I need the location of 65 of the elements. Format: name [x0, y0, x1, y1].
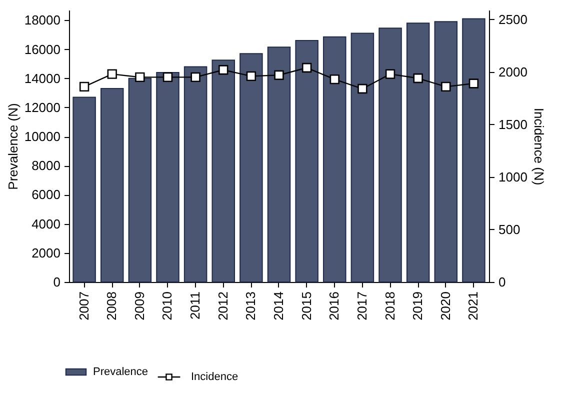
bar: [240, 53, 263, 282]
y-tick-label: 16000: [24, 42, 60, 57]
bar: [434, 21, 458, 282]
y2-tick-label: 1000: [498, 169, 528, 184]
point: [358, 84, 368, 94]
bar: [212, 60, 235, 282]
point: [135, 72, 145, 82]
legend-label: Incidence: [191, 371, 238, 383]
y-tick-label: 8000: [32, 158, 60, 174]
x-tick-label: 2017: [354, 292, 370, 320]
bar: [72, 96, 96, 282]
x-tick-label: 2021: [466, 292, 481, 320]
x-tick-label: 2019: [410, 292, 426, 320]
bar: [462, 18, 486, 282]
x-tick-label: 2011: [188, 292, 203, 320]
y2-tick-label: 2000: [498, 64, 528, 80]
y-tick-label: 2000: [32, 245, 60, 260]
point: [79, 82, 90, 92]
point: [107, 69, 117, 79]
x-tick-label: 2012: [215, 292, 230, 320]
y-tick-label: 12000: [24, 100, 60, 115]
point: [162, 72, 173, 82]
y-tick-label: 4000: [32, 216, 60, 232]
y-tick-label: 18000: [24, 12, 60, 28]
point: [330, 74, 340, 84]
bar: [350, 32, 374, 282]
y2-tick-label: 1500: [498, 116, 528, 132]
x-tick-label: 2007: [76, 292, 92, 320]
y2-tick-label: 500: [498, 222, 520, 237]
point: [274, 70, 284, 80]
point: [468, 78, 479, 88]
x-tick-label: 2015: [298, 292, 314, 320]
x-tick-label: 2010: [160, 292, 175, 320]
bar: [267, 46, 291, 282]
point: [190, 72, 200, 82]
y2-tick-label: 0: [498, 274, 506, 290]
bar: [128, 78, 152, 282]
bar: [100, 88, 124, 282]
x-tick-label: 2016: [326, 292, 342, 320]
x-tick-label: 2020: [438, 292, 453, 320]
point: [246, 71, 256, 81]
bar: [378, 28, 402, 282]
x-tick-label: 2008: [104, 292, 120, 320]
y-tick-label: 14000: [24, 70, 60, 86]
y-tick-label: 0: [53, 274, 60, 290]
y2-axis-title: Incidence (N): [531, 108, 546, 186]
legend-label: Prevalence: [93, 366, 148, 378]
y-tick-label: 10000: [24, 129, 60, 144]
point: [302, 62, 312, 73]
y-tick-label: 6000: [32, 187, 60, 202]
x-tick-label: 2014: [271, 292, 286, 320]
x-tick-label: 2009: [132, 292, 147, 320]
point: [413, 73, 423, 84]
point: [385, 69, 396, 79]
x-tick-label: 2018: [382, 292, 398, 320]
bar: [156, 72, 180, 282]
bar: [184, 66, 208, 282]
bar: [323, 36, 346, 282]
y-axis-title: Prevalence (N): [5, 103, 20, 190]
y2-tick-label: 2500: [498, 12, 528, 27]
point: [441, 82, 451, 92]
point: [218, 65, 228, 75]
bar: [295, 40, 318, 282]
bar: [406, 22, 430, 282]
x-tick-label: 2013: [243, 292, 258, 320]
